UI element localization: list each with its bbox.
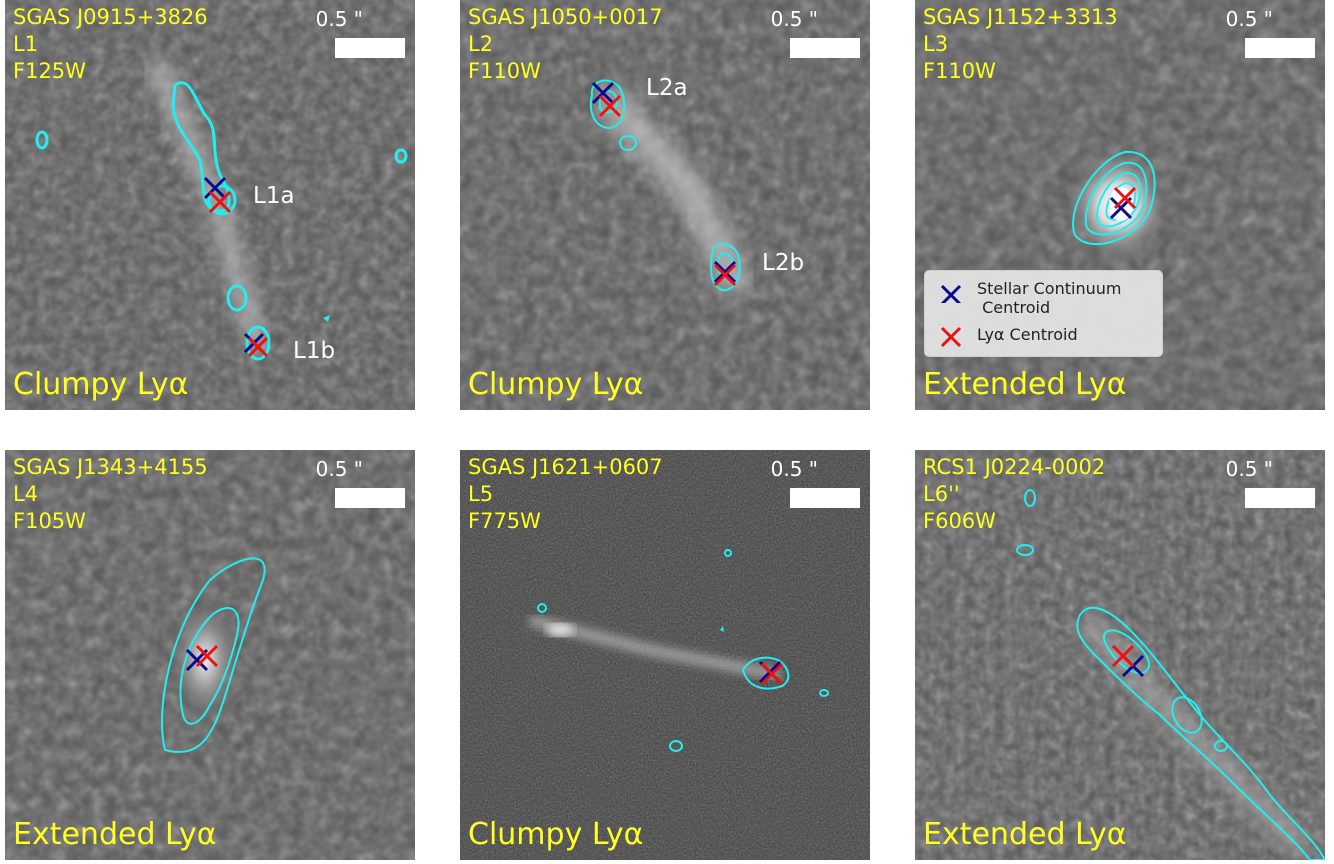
scale-label: 0.5 " bbox=[770, 457, 818, 481]
filter-name: F105W bbox=[13, 509, 86, 533]
target-name: SGAS J1343+4155 bbox=[13, 455, 208, 479]
lya-centroid-marker bbox=[195, 644, 219, 668]
stellar-centroid-marker bbox=[591, 81, 737, 284]
clump-label: L2b bbox=[762, 250, 805, 276]
scale-bar bbox=[335, 488, 405, 508]
overlay-4 bbox=[161, 557, 266, 753]
clump-label: L1a bbox=[253, 183, 295, 209]
lya-centroid-marker bbox=[760, 662, 784, 686]
filter-name: F775W bbox=[468, 509, 541, 533]
overlay-1 bbox=[35, 81, 408, 361]
lya-class: Extended Lyα bbox=[923, 367, 1127, 402]
filter-name: F606W bbox=[923, 509, 996, 533]
lya-centroid-marker bbox=[1111, 644, 1135, 668]
scale-label: 0.5 " bbox=[315, 7, 363, 31]
lya-centroid-legend-icon bbox=[940, 326, 962, 348]
target-name: SGAS J1152+3313 bbox=[923, 5, 1118, 29]
lya-class: Clumpy Lyα bbox=[13, 367, 189, 402]
legend-stellar-label: Stellar Continuum Centroid bbox=[977, 279, 1122, 317]
image-panel-5: SGAS J1621+0607 L5 F775W 0.5 " Clumpy Ly… bbox=[460, 450, 870, 860]
lya-class: Clumpy Lyα bbox=[468, 817, 644, 852]
scale-bar bbox=[1245, 488, 1315, 508]
lya-class: Extended Lyα bbox=[923, 817, 1127, 852]
scale-bar bbox=[790, 488, 860, 508]
lens-id: L5 bbox=[468, 482, 494, 506]
image-panel-2: SGAS J1050+0017 L2 F110W 0.5 " L2a L2b C… bbox=[460, 0, 870, 410]
lya-centroid-marker bbox=[598, 94, 737, 287]
target-name: RCS1 J0224-0002 bbox=[923, 455, 1106, 479]
image-panel-1: SGAS J0915+3826 L1 F125W 0.5 " L1a L1b C… bbox=[5, 0, 415, 410]
image-panel-3: SGAS J1152+3313 L3 F110W 0.5 " Stellar C… bbox=[915, 0, 1325, 410]
scale-label: 0.5 " bbox=[1225, 457, 1273, 481]
overlay-6 bbox=[1016, 489, 1325, 860]
lens-id: L4 bbox=[13, 482, 39, 506]
overlay-5 bbox=[537, 549, 829, 752]
legend-lya-label: Lyα Centroid bbox=[977, 325, 1078, 344]
lya-class: Clumpy Lyα bbox=[468, 367, 644, 402]
overlay-2 bbox=[590, 79, 741, 292]
clump-label: L1b bbox=[293, 338, 336, 364]
scale-label: 0.5 " bbox=[1225, 7, 1273, 31]
hst-image-4 bbox=[5, 450, 415, 860]
image-panel-4: SGAS J1343+4155 L4 F105W 0.5 " Extended … bbox=[5, 450, 415, 860]
filter-name: F110W bbox=[468, 59, 541, 83]
overlay-3 bbox=[1072, 150, 1156, 245]
lens-id: L6'' bbox=[923, 482, 960, 506]
image-panel-6: RCS1 J0224-0002 L6'' F606W 0.5 " Extende… bbox=[915, 450, 1325, 860]
scale-label: 0.5 " bbox=[315, 457, 363, 481]
scale-bar bbox=[335, 38, 405, 58]
hst-image-2 bbox=[460, 0, 870, 410]
target-name: SGAS J1621+0607 bbox=[468, 455, 663, 479]
lens-id: L1 bbox=[13, 32, 39, 56]
lya-class: Extended Lyα bbox=[13, 817, 217, 852]
clump-label: L2a bbox=[646, 75, 688, 101]
target-name: SGAS J1050+0017 bbox=[468, 5, 663, 29]
scale-label: 0.5 " bbox=[770, 7, 818, 31]
scale-bar bbox=[1245, 38, 1315, 58]
lens-id: L3 bbox=[923, 32, 949, 56]
hst-image-6 bbox=[915, 450, 1325, 860]
hst-image-5 bbox=[460, 450, 870, 860]
filter-name: F125W bbox=[13, 59, 86, 83]
lya-centroid-marker bbox=[1113, 186, 1137, 210]
target-name: SGAS J0915+3826 bbox=[13, 5, 208, 29]
lya-centroid-marker bbox=[208, 190, 269, 358]
lens-id: L2 bbox=[468, 32, 494, 56]
stellar-centroid-legend-icon bbox=[940, 284, 962, 303]
scale-bar bbox=[790, 38, 860, 58]
legend: Stellar Continuum Centroid Lyα Centroid bbox=[924, 270, 1163, 357]
filter-name: F110W bbox=[923, 59, 996, 83]
